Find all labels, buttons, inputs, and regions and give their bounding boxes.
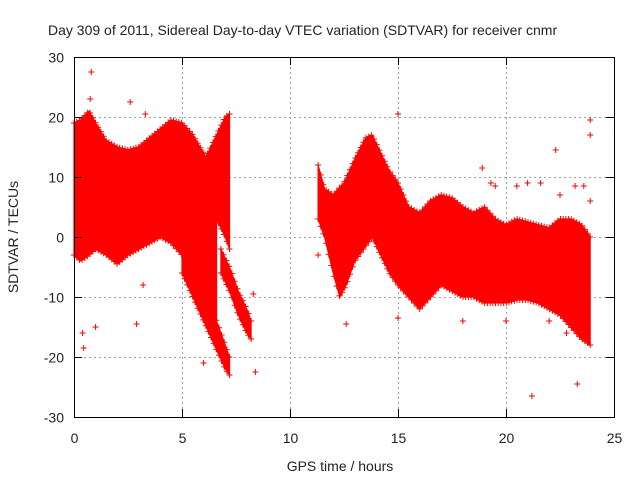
y-tick-label: -20 [44, 350, 64, 366]
data-point [79, 330, 86, 336]
data-point [574, 381, 581, 387]
y-tick-label: -30 [44, 410, 64, 426]
chart-title: Day 309 of 2011, Sidereal Day-to-day VTE… [48, 22, 557, 38]
data-point [587, 198, 594, 204]
x-tick-label: 20 [499, 430, 515, 446]
data-point [479, 165, 486, 171]
y-axis-label: SDTVAR / TECUs [5, 181, 21, 293]
data-point [140, 282, 147, 288]
data-point [200, 360, 207, 366]
data-point [492, 183, 499, 189]
data-point [459, 318, 466, 324]
y-tick-label: 10 [48, 170, 64, 186]
data-band-arc-C-falling [220, 248, 252, 341]
x-tick-label: 0 [71, 430, 79, 446]
data-point [252, 369, 259, 375]
data-point [127, 99, 134, 105]
data-point [487, 180, 494, 186]
data-point [557, 192, 563, 198]
data-point [580, 183, 587, 189]
data-point [92, 324, 99, 330]
data-point [587, 132, 594, 138]
data-point [546, 318, 553, 324]
data-edge-markers-arc-E [395, 180, 594, 348]
data-point [537, 180, 544, 186]
data-edge-markers-arc-D [315, 132, 401, 299]
data-point [88, 69, 95, 75]
axis-ticks: 0 5 10 15 20 25 -30 -20 -10 0 10 20 30 [44, 50, 623, 447]
y-tick-label: -10 [44, 290, 64, 306]
data-point [572, 183, 579, 189]
data-point [503, 318, 509, 324]
data-point [552, 147, 559, 153]
data-point [250, 291, 257, 297]
data-point [315, 252, 322, 258]
data-band-arc-D [317, 134, 399, 299]
data-point [133, 321, 140, 327]
data-point [513, 183, 520, 189]
x-tick-label: 15 [391, 430, 407, 446]
data-point [395, 111, 401, 117]
data-points [71, 69, 594, 399]
data-point [343, 321, 350, 327]
data-point [80, 345, 87, 351]
y-tick-label: 30 [48, 50, 64, 66]
x-axis-label: GPS time / hours [287, 458, 394, 474]
data-edge-markers-arc-B-rising [196, 111, 233, 252]
data-edge-markers-arc-C-falling [217, 246, 255, 342]
data-edge-markers-arc-B-falling [179, 240, 233, 378]
data-point [587, 117, 594, 123]
data-point [524, 180, 531, 186]
x-tick-label: 10 [283, 430, 299, 446]
data-point [142, 111, 149, 117]
data-point [528, 393, 535, 399]
y-tick-label: 20 [48, 110, 64, 126]
x-tick-label: 5 [179, 430, 187, 446]
x-tick-label: 25 [607, 430, 623, 446]
data-point [563, 330, 570, 336]
data-point [395, 315, 401, 321]
data-point [87, 96, 94, 102]
y-tick-label: 0 [56, 230, 64, 246]
